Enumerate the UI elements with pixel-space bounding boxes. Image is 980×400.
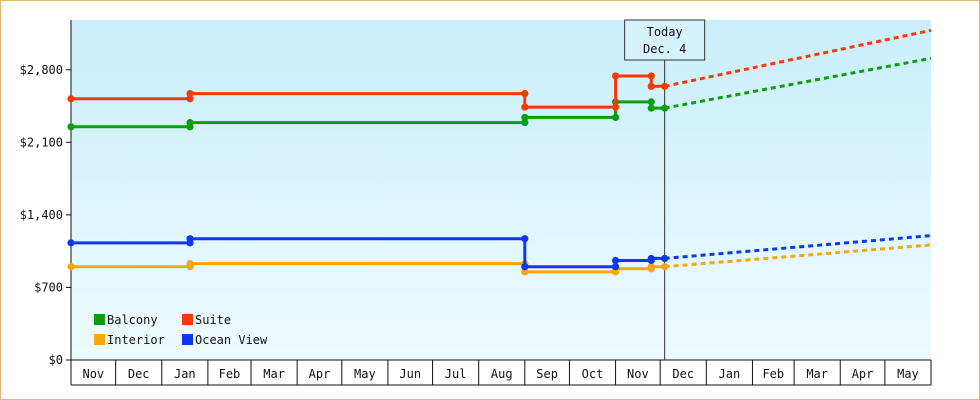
data-point-suite — [647, 72, 655, 80]
x-tick-label: May — [354, 367, 376, 381]
x-tick-label: Dec — [128, 367, 150, 381]
legend-swatch-interior — [94, 334, 105, 345]
y-axis: $0 $700 $1,400 $2,100 $2,800 — [20, 20, 931, 367]
x-tick-label: Feb — [762, 367, 784, 381]
data-point-suite — [67, 95, 75, 103]
x-tick-label: Jan — [174, 367, 196, 381]
today-callout-box — [624, 19, 706, 61]
data-point-balcony — [647, 98, 655, 106]
x-tick-label: Jun — [399, 367, 421, 381]
series-layer — [67, 28, 932, 276]
data-point-balcony — [647, 104, 655, 112]
legend-swatch-suite — [182, 314, 193, 325]
data-point-balcony — [661, 104, 669, 112]
forecast-line-suite — [664, 28, 932, 88]
data-point-suite — [521, 89, 529, 98]
data-point-interior — [186, 259, 194, 268]
data-point-balcony — [186, 119, 194, 127]
x-tick-label: Mar — [806, 367, 828, 381]
data-point-interior — [661, 263, 669, 271]
x-axis: Nov Dec Jan Feb Mar Apr May Jun Jul Aug Sep Oct Nov D… — [70, 360, 932, 386]
data-point-interior — [647, 263, 655, 271]
y-tick-label: $2,100 — [20, 135, 63, 149]
x-tick-label: Mar — [263, 367, 285, 381]
data-point-ocean-view — [186, 235, 194, 243]
y-tick-label: $1,400 — [20, 208, 63, 222]
forecast-line-balcony — [664, 56, 932, 110]
today-callout-title: Today — [647, 25, 683, 39]
data-point-ocean-view — [521, 235, 529, 243]
x-tick-label: Apr — [309, 367, 331, 381]
data-point-balcony — [67, 123, 75, 131]
data-point-interior — [67, 263, 75, 271]
data-point-ocean-view — [611, 263, 620, 271]
x-tick-label: Nov — [82, 367, 104, 381]
data-point-ocean-view — [611, 256, 620, 265]
legend-label-ocean-view: Ocean View — [195, 333, 268, 347]
data-point-suite — [647, 82, 655, 90]
legend-label-suite: Suite — [195, 313, 231, 327]
x-tick-label: Nov — [627, 367, 649, 381]
x-tick-label: Sep — [536, 367, 558, 381]
legend-label-balcony: Balcony — [107, 313, 158, 327]
data-point-interior — [521, 268, 529, 276]
y-tick-label: $700 — [34, 280, 63, 294]
x-tick-label: Dec — [672, 367, 694, 381]
data-point-suite — [186, 95, 194, 103]
data-point-balcony — [521, 113, 529, 122]
series-suite — [67, 28, 932, 111]
data-point-balcony — [521, 119, 529, 127]
legend-label-interior: Interior — [107, 333, 165, 347]
data-point-suite — [611, 72, 620, 80]
data-point-ocean-view — [647, 254, 655, 263]
today-callout-date: Dec. 4 — [643, 42, 686, 56]
data-point-ocean-view — [521, 263, 529, 271]
x-tick-label: Feb — [219, 367, 241, 381]
data-point-balcony — [611, 113, 620, 122]
x-tick-label: Aug — [491, 367, 513, 381]
legend-swatch-ocean-view — [182, 334, 193, 345]
legend-swatch-balcony — [94, 314, 105, 325]
x-tick-label: May — [897, 367, 919, 381]
y-tick-label: $2,800 — [20, 63, 63, 77]
data-point-ocean-view — [67, 239, 75, 247]
data-point-suite — [611, 103, 620, 111]
x-tick-label: Jan — [719, 367, 741, 381]
legend: Balcony Suite Interior Ocean View — [94, 313, 268, 347]
data-point-suite — [661, 82, 669, 90]
plot-area — [71, 20, 931, 360]
series-ocean-view — [67, 234, 932, 271]
y-tick-label: $0 — [49, 353, 63, 367]
data-point-ocean-view — [661, 254, 669, 263]
series-balcony — [67, 56, 932, 131]
x-tick-label: Jul — [445, 367, 467, 381]
x-tick-label: Oct — [582, 367, 604, 381]
data-point-suite — [521, 103, 529, 111]
data-point-suite — [186, 89, 194, 98]
x-tick-label: Apr — [852, 367, 874, 381]
